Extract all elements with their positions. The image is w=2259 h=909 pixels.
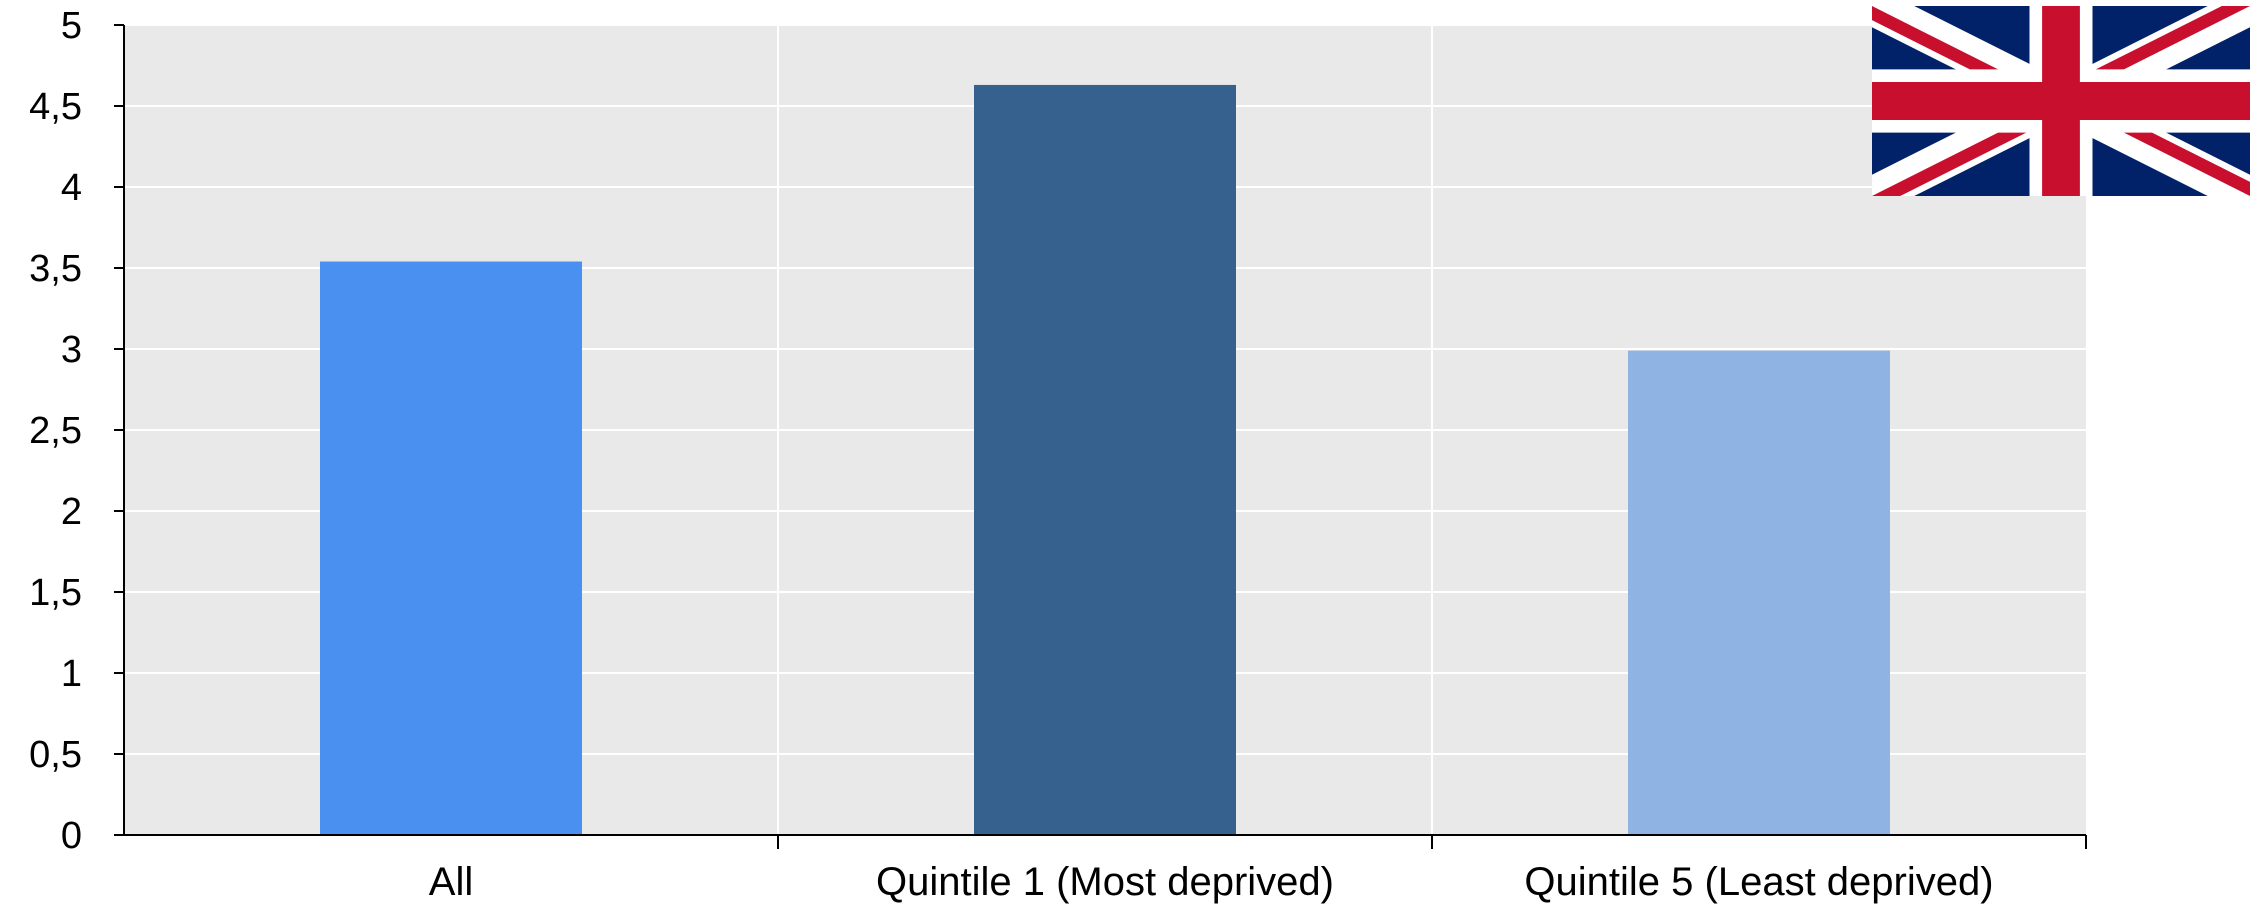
bar-3 bbox=[1628, 350, 1890, 835]
y-tick-label: 0 bbox=[61, 815, 82, 857]
y-tick-label: 3,5 bbox=[29, 248, 82, 290]
y-tick-label: 5 bbox=[61, 5, 82, 47]
bar-1 bbox=[320, 261, 582, 835]
x-axis-ticks: All Quintile 1 (Most deprived) Quintile 5 … bbox=[429, 835, 2087, 904]
y-axis-ticks: 0 0,5 1 1,5 2 2,5 3 3,5 4 4,5 5 bbox=[29, 5, 124, 857]
y-tick-label: 1,5 bbox=[29, 572, 82, 614]
y-tick-label: 1 bbox=[61, 653, 82, 695]
x-category-label: Quintile 1 (Most deprived) bbox=[876, 860, 1334, 904]
y-tick-label: 3 bbox=[61, 329, 82, 371]
y-tick-label: 4 bbox=[61, 167, 82, 209]
y-tick-label: 2 bbox=[61, 491, 82, 533]
bars bbox=[320, 84, 1890, 835]
x-category-label: Quintile 5 (Least deprived) bbox=[1524, 860, 1993, 904]
uk-flag-icon bbox=[1872, 6, 2250, 196]
y-tick-label: 0,5 bbox=[29, 734, 82, 776]
y-tick-label: 4,5 bbox=[29, 86, 82, 128]
bar-2 bbox=[974, 84, 1236, 835]
x-category-label: All bbox=[429, 860, 473, 904]
y-tick-label: 2,5 bbox=[29, 410, 82, 452]
